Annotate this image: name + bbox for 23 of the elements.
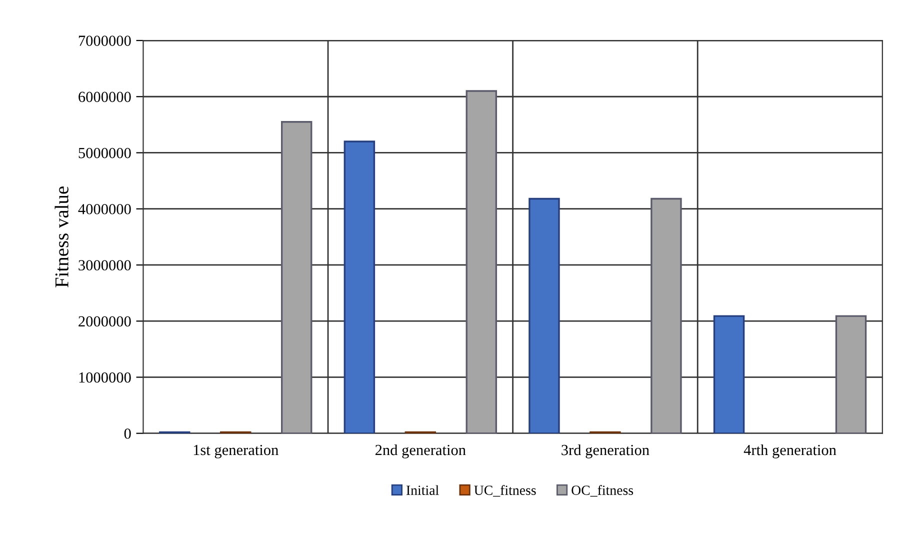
y-tick-label: 3000000 xyxy=(78,260,131,270)
bar xyxy=(713,315,745,434)
bar xyxy=(650,198,682,434)
y-tick-label: 5000000 xyxy=(78,148,131,158)
bar xyxy=(528,198,560,434)
y-tick-label: 1000000 xyxy=(79,372,131,383)
legend-label: OC_fitness xyxy=(572,485,634,497)
y-axis-title: Fitness value xyxy=(54,186,68,288)
bar xyxy=(835,315,867,434)
bar xyxy=(280,121,312,434)
x-tick-label: 1st generation xyxy=(194,444,278,458)
y-tick-label: 0 xyxy=(124,428,131,439)
y-tick-label: 4000000 xyxy=(78,204,131,214)
x-tick-label: 2nd generation xyxy=(375,444,466,458)
legend-label: Initial xyxy=(406,485,439,495)
bar xyxy=(344,140,376,434)
y-tick-label: 2000000 xyxy=(78,316,131,327)
legend-label: UC_fitness xyxy=(474,485,536,497)
y-tick-label: 6000000 xyxy=(78,92,131,102)
x-tick-label: 4rth generation xyxy=(744,444,836,458)
bar xyxy=(466,90,498,434)
y-tick-label: 7000000 xyxy=(78,36,131,46)
x-tick-label: 3rd generation xyxy=(562,444,650,458)
